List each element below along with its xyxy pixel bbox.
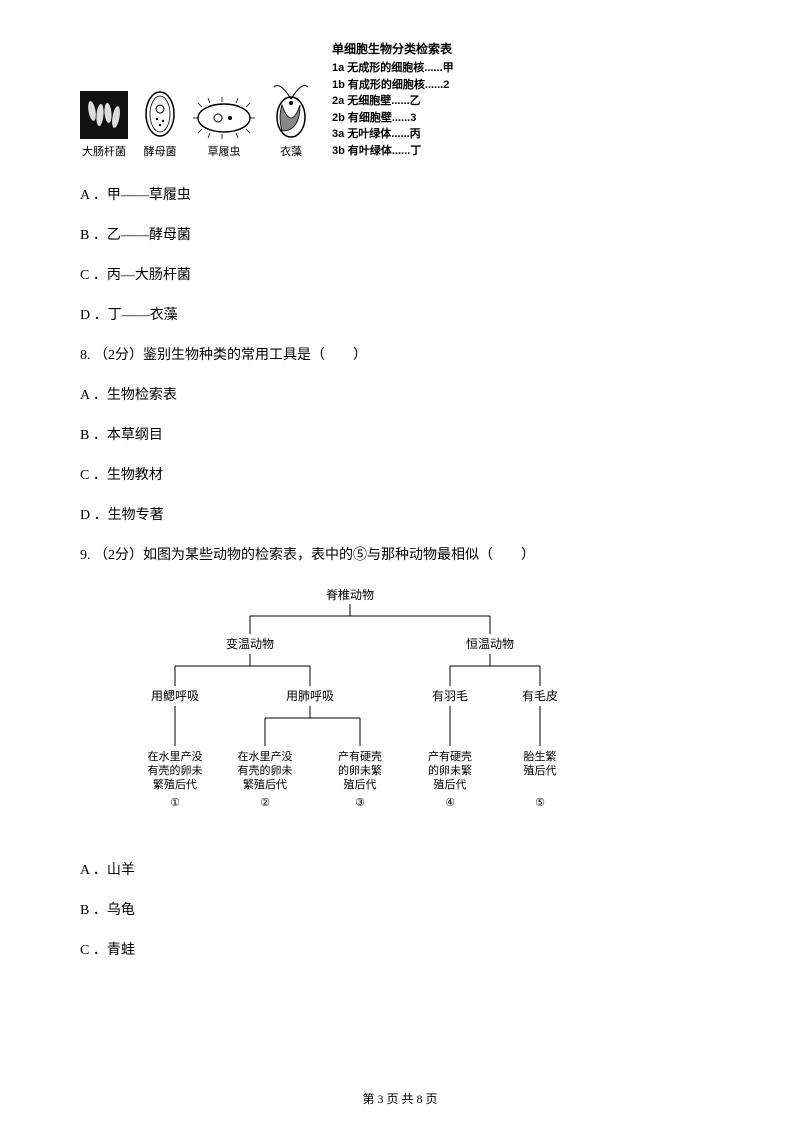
vertebrate-tree-diagram: 脊椎动物 变温动物 恒温动物 用鳃呼吸 用肺呼吸 有羽毛 有毛皮 xyxy=(120,584,720,839)
q8-choice-a: A ．生物检索表 xyxy=(80,384,720,404)
q7-choice-c: C ．丙—大肠杆菌 xyxy=(80,264,720,284)
q8-choice-d: D ．生物专著 xyxy=(80,504,720,524)
svg-text:⑤: ⑤ xyxy=(535,797,545,809)
index-title: 单细胞生物分类检索表 xyxy=(332,40,454,58)
q9-stem: 9. （2分）如图为某些动物的检索表，表中的⑤与那种动物最相似（ ） xyxy=(80,544,720,564)
svg-text:②: ② xyxy=(260,797,270,809)
page-footer: 第 3 页 共 8 页 xyxy=(0,1090,800,1107)
organism-label: 衣藻 xyxy=(280,143,302,159)
svg-text:产有硬壳: 产有硬壳 xyxy=(428,749,472,763)
svg-text:变温动物: 变温动物 xyxy=(226,636,274,651)
svg-text:殖后代: 殖后代 xyxy=(524,764,557,777)
svg-text:有羽毛: 有羽毛 xyxy=(432,689,468,703)
svg-text:①: ① xyxy=(170,797,180,809)
svg-text:有毛皮: 有毛皮 xyxy=(522,689,558,703)
index-line: 1b 有成形的细胞核......2 xyxy=(332,77,454,94)
figure-organisms-index: 大肠杆菌 酵母菌 xyxy=(80,40,720,159)
organism-ecoli: 大肠杆菌 xyxy=(80,91,128,159)
svg-text:繁殖后代: 繁殖后代 xyxy=(153,777,197,791)
organism-label: 酵母菌 xyxy=(144,143,177,159)
organism-label: 草履虫 xyxy=(208,143,241,159)
classification-index-table: 单细胞生物分类检索表 1a 无成形的细胞核......甲 1b 有成形的细胞核.… xyxy=(332,40,454,159)
svg-text:④: ④ xyxy=(445,797,455,809)
svg-text:用鳃呼吸: 用鳃呼吸 xyxy=(151,689,199,703)
organism-images: 大肠杆菌 酵母菌 xyxy=(80,81,312,159)
organism-yeast: 酵母菌 xyxy=(142,89,178,159)
q7-choice-a: A ．甲——草履虫 xyxy=(80,184,720,204)
svg-text:恒温动物: 恒温动物 xyxy=(466,637,514,651)
svg-text:殖后代: 殖后代 xyxy=(344,778,377,791)
q8-choice-b: B ．本草纲目 xyxy=(80,424,720,444)
svg-text:的卵未繁: 的卵未繁 xyxy=(338,763,382,777)
index-line: 3a 无叶绿体......丙 xyxy=(332,126,454,143)
tree-root: 脊椎动物 xyxy=(326,587,374,602)
q9-choice-b: B ．乌龟 xyxy=(80,899,720,919)
svg-text:繁殖后代: 繁殖后代 xyxy=(243,777,287,791)
svg-text:在水里产没: 在水里产没 xyxy=(238,749,293,763)
svg-text:产有硬壳: 产有硬壳 xyxy=(338,749,382,763)
svg-text:在水里产没: 在水里产没 xyxy=(148,749,203,763)
q8-stem: 8. （2分）鉴别生物种类的常用工具是（ ） xyxy=(80,344,720,364)
organism-label: 大肠杆菌 xyxy=(82,143,126,159)
q8-choice-c: C ．生物教材 xyxy=(80,464,720,484)
svg-text:有壳的卵未: 有壳的卵未 xyxy=(238,763,293,777)
index-line: 3b 有叶绿体......丁 xyxy=(332,143,454,160)
svg-text:胎生繁: 胎生繁 xyxy=(524,749,557,763)
index-line: 1a 无成形的细胞核......甲 xyxy=(332,60,454,77)
q9-choice-a: A ．山羊 xyxy=(80,859,720,879)
index-line: 2b 有细胞壁......3 xyxy=(332,110,454,127)
svg-text:③: ③ xyxy=(355,797,365,809)
q7-choice-d: D ．丁——衣藻 xyxy=(80,304,720,324)
svg-text:的卵未繁: 的卵未繁 xyxy=(428,763,472,777)
organism-paramecium: 草履虫 xyxy=(192,97,256,159)
svg-text:殖后代: 殖后代 xyxy=(434,778,467,791)
svg-text:用肺呼吸: 用肺呼吸 xyxy=(286,689,334,703)
q7-choice-b: B ．乙——酵母菌 xyxy=(80,224,720,244)
index-line: 2a 无细胞壁......乙 xyxy=(332,93,454,110)
q9-choice-c: C ．青蛙 xyxy=(80,939,720,959)
organism-chlamydomonas: 衣藻 xyxy=(270,81,312,159)
svg-text:有壳的卵未: 有壳的卵未 xyxy=(148,763,203,777)
